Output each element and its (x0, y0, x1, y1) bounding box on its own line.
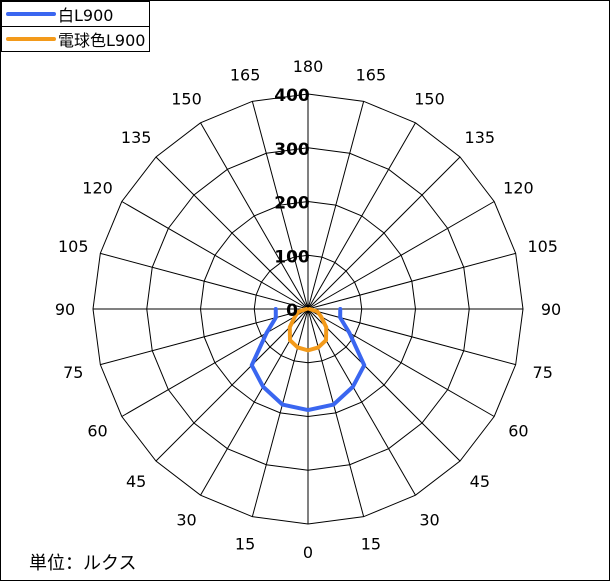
grid-spoke (307, 201, 495, 310)
angle-label: 135 (465, 128, 496, 147)
unit-label: 単位：ルクス (29, 553, 137, 574)
angle-label: 30 (419, 510, 439, 529)
legend-label-bulb: 電球色L900 (58, 31, 146, 50)
grid-spoke (251, 308, 309, 517)
angle-label: 135 (121, 128, 152, 147)
grid-spoke (121, 201, 309, 310)
angle-label: 75 (63, 363, 83, 382)
grid-spoke (200, 122, 309, 310)
angle-label: 150 (414, 90, 445, 109)
angle-label: 15 (361, 535, 381, 554)
legend-label-white: 白L900 (58, 6, 114, 25)
series-line-0 (249, 307, 367, 413)
angle-label: 45 (126, 472, 146, 491)
angle-label: 90 (541, 300, 561, 319)
grid-spoke (100, 252, 309, 310)
radial-tick-label: 400 (274, 86, 310, 106)
radial-tick-label: 200 (274, 194, 310, 214)
angle-label: 60 (87, 422, 107, 441)
grid-spoke (307, 122, 416, 310)
angle-label: 165 (356, 65, 387, 84)
angle-label: 105 (58, 237, 89, 256)
grid-spoke (121, 308, 309, 417)
angle-label: 75 (533, 363, 553, 382)
grid-spoke (307, 308, 461, 462)
angle-label: 45 (470, 472, 490, 491)
grid-spoke (307, 156, 461, 310)
angle-label: 165 (230, 65, 261, 84)
angle-label: 60 (508, 422, 528, 441)
radial-tick-label: 300 (274, 140, 310, 160)
angle-label: 150 (171, 90, 202, 109)
legend-item-bulb: 電球色L900 (2, 27, 149, 51)
radial-tick-label: 100 (274, 247, 310, 267)
angle-label: 120 (82, 179, 113, 198)
grid-spoke (307, 101, 365, 310)
legend-swatch-white (6, 12, 56, 16)
grid-spoke (307, 308, 495, 417)
angle-label: 90 (55, 300, 75, 319)
angle-label: 105 (527, 237, 558, 256)
series-line-1 (287, 307, 329, 353)
angle-label: 30 (176, 510, 196, 529)
legend-item-white: 白L900 (2, 2, 150, 27)
angle-label: 15 (235, 535, 255, 554)
grid-spoke (307, 252, 516, 310)
grid-spoke (155, 156, 309, 310)
legend: 白L900 電球色L900 (1, 1, 151, 52)
angle-label: 120 (503, 179, 534, 198)
grid-spoke (307, 308, 365, 517)
angle-label: 0 (303, 543, 313, 562)
angle-label: 180 (293, 57, 324, 76)
legend-swatch-bulb (6, 37, 56, 41)
radial-tick-label: 0 (286, 301, 298, 321)
grid-spoke (155, 308, 309, 462)
grid-spoke (251, 101, 309, 310)
